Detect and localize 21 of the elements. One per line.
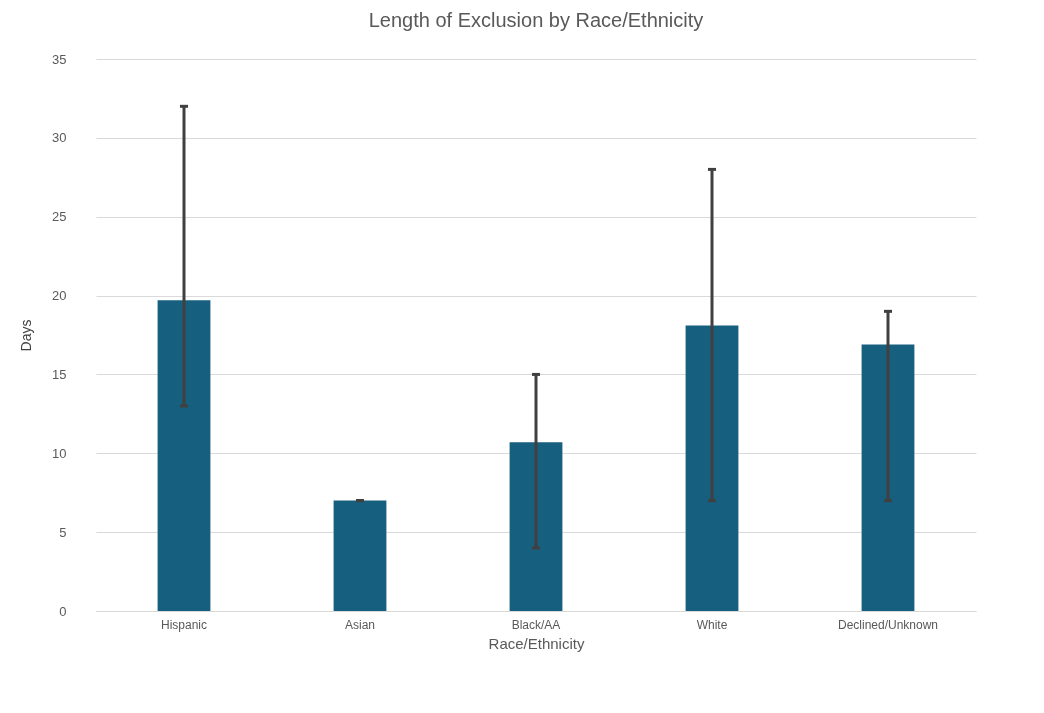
x-tick-label: Asian — [344, 617, 376, 632]
y-tick-label: 35 — [52, 51, 67, 67]
bar — [685, 325, 739, 611]
y-tick-label: 15 — [52, 366, 67, 382]
x-tick-label: Declined/Unknown — [837, 617, 939, 632]
y-tick-label: 30 — [52, 130, 67, 146]
y-tick-label: 25 — [52, 209, 67, 225]
x-tick-label: Black/AA — [511, 617, 561, 632]
bar — [157, 300, 211, 611]
y-axis-title: Days — [18, 319, 35, 352]
x-tick-label: Hispanic — [160, 617, 208, 632]
y-tick-label: 20 — [52, 288, 67, 304]
bar — [509, 442, 563, 611]
y-tick-label: 5 — [59, 524, 67, 540]
y-tick-label: 10 — [52, 445, 67, 461]
bar — [861, 344, 915, 611]
chart-title: Length of Exclusion by Race/Ethnicity — [368, 9, 704, 31]
y-tick-label: 0 — [59, 603, 67, 619]
x-tick-label: White — [696, 617, 728, 632]
x-axis-title: Race/Ethnicity — [488, 634, 585, 652]
bar — [333, 500, 387, 611]
